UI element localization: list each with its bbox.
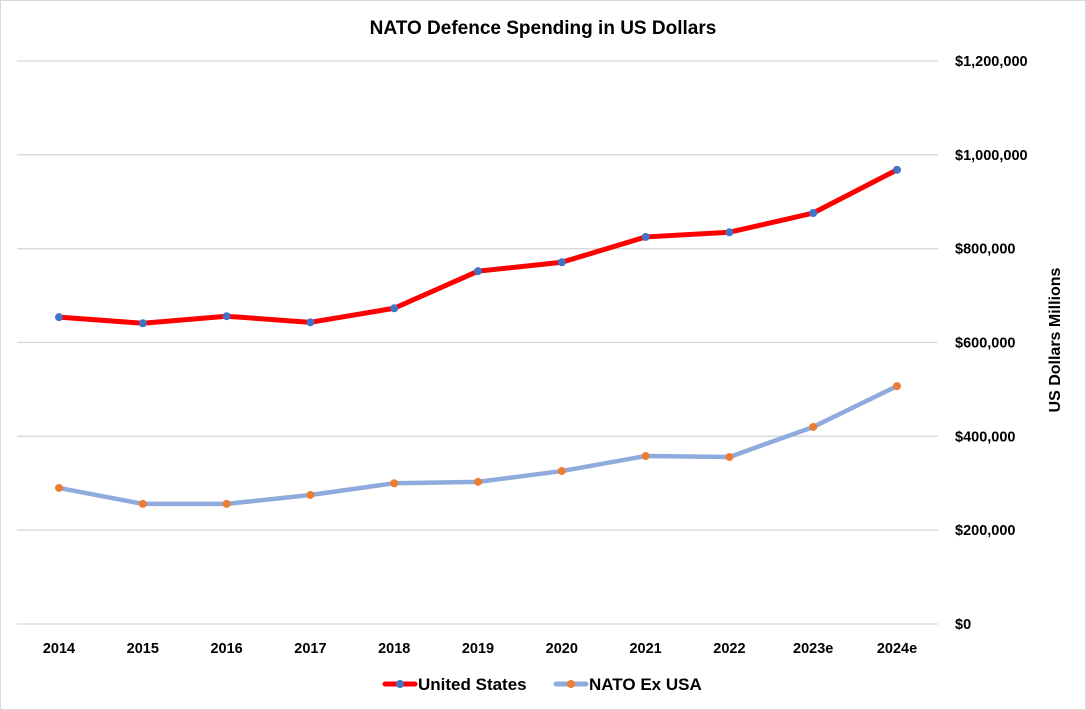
y-axis-title: US Dollars Millions — [1047, 267, 1064, 412]
y-axis-ticks: $0 $200,000 $400,000 $600,000 $800,000 $1,000… — [955, 54, 1028, 633]
y-tick-label: $400,000 — [955, 429, 1015, 445]
data-point[interactable] — [725, 452, 734, 461]
series-nato-ex-usa — [55, 382, 901, 508]
x-tick-label: 2015 — [127, 641, 159, 657]
series-group — [55, 165, 901, 508]
x-tick-label: 2017 — [294, 641, 326, 657]
legend-item[interactable]: NATO Ex USA — [553, 675, 702, 694]
x-tick-label: 2020 — [546, 641, 578, 657]
data-point[interactable] — [222, 312, 231, 321]
series-line — [56, 167, 900, 326]
x-tick-label: 2022 — [713, 641, 745, 657]
data-point[interactable] — [474, 267, 482, 276]
data-point[interactable] — [222, 499, 231, 508]
data-point[interactable] — [55, 483, 63, 492]
gridlines — [17, 60, 938, 625]
data-point[interactable] — [306, 318, 315, 327]
y-tick-label: $0 — [955, 617, 971, 633]
data-point[interactable] — [138, 319, 147, 328]
data-point[interactable] — [390, 304, 399, 313]
data-point[interactable] — [557, 467, 566, 476]
x-tick-label: 2016 — [210, 641, 242, 657]
legend-marker-icon — [567, 680, 575, 688]
data-point[interactable] — [55, 313, 63, 322]
series-united-states — [55, 165, 901, 328]
y-tick-label: $200,000 — [955, 523, 1015, 539]
data-point[interactable] — [809, 422, 818, 431]
x-tick-label: 2023e — [793, 641, 833, 657]
data-point[interactable] — [306, 490, 315, 499]
x-tick-label: 2018 — [378, 641, 410, 657]
x-tick-label: 2024e — [877, 641, 917, 657]
legend-marker-icon — [396, 680, 404, 688]
legend-label: United States — [418, 675, 527, 694]
y-tick-label: $600,000 — [955, 336, 1015, 352]
data-point[interactable] — [390, 479, 399, 488]
y-tick-label: $1,200,000 — [955, 54, 1028, 70]
legend-label: NATO Ex USA — [589, 675, 702, 694]
y-tick-label: $1,000,000 — [955, 148, 1028, 164]
data-point[interactable] — [641, 232, 650, 241]
legend: United States NATO Ex USA — [382, 675, 702, 694]
data-point[interactable] — [809, 209, 818, 218]
series-line — [56, 383, 900, 507]
data-point[interactable] — [893, 382, 901, 391]
x-tick-label: 2019 — [462, 641, 494, 657]
x-tick-label: 2014 — [43, 641, 75, 657]
data-point[interactable] — [474, 477, 482, 486]
data-point[interactable] — [557, 258, 566, 267]
legend-item[interactable]: United States — [382, 675, 527, 694]
x-axis-ticks: 2014 2015 2016 2017 2018 2019 2020 2021 2022 2023… — [43, 641, 917, 657]
data-point[interactable] — [641, 452, 650, 461]
y-tick-label: $800,000 — [955, 242, 1015, 258]
data-point[interactable] — [893, 165, 901, 174]
data-point[interactable] — [725, 228, 734, 237]
data-point[interactable] — [138, 499, 147, 508]
x-tick-label: 2021 — [629, 641, 661, 657]
chart-title: NATO Defence Spending in US Dollars — [370, 18, 717, 39]
